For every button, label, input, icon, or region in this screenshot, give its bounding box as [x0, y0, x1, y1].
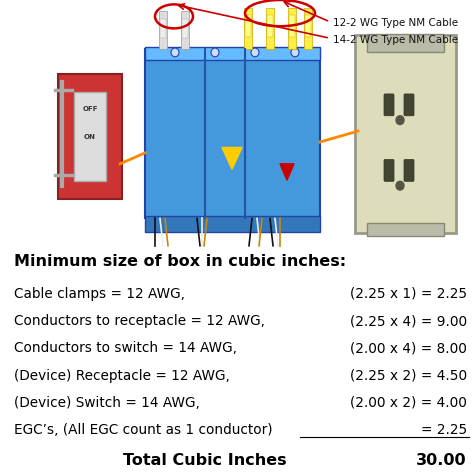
FancyBboxPatch shape	[145, 49, 320, 219]
FancyBboxPatch shape	[244, 8, 252, 49]
FancyBboxPatch shape	[367, 223, 444, 236]
FancyBboxPatch shape	[384, 159, 394, 182]
Text: Minimum size of box in cubic inches:: Minimum size of box in cubic inches:	[14, 254, 346, 269]
FancyBboxPatch shape	[288, 8, 296, 49]
FancyBboxPatch shape	[74, 92, 106, 182]
Text: Total Cubic Inches: Total Cubic Inches	[123, 453, 286, 468]
FancyBboxPatch shape	[289, 15, 295, 37]
Text: ON: ON	[84, 134, 96, 139]
Text: (2.25 x 1) = 2.25: (2.25 x 1) = 2.25	[350, 287, 467, 301]
Text: (2.25 x 4) = 9.00: (2.25 x 4) = 9.00	[350, 314, 467, 328]
FancyBboxPatch shape	[304, 8, 312, 49]
Circle shape	[291, 48, 299, 57]
Text: 14-2 WG Type NM Cable: 14-2 WG Type NM Cable	[333, 36, 458, 46]
Circle shape	[211, 48, 219, 57]
Text: Conductors to switch = 14 AWG,: Conductors to switch = 14 AWG,	[14, 341, 237, 356]
Text: (Device) Receptacle = 12 AWG,: (Device) Receptacle = 12 AWG,	[14, 369, 230, 383]
FancyBboxPatch shape	[267, 15, 273, 37]
Text: 12-2 WG Type NM Cable: 12-2 WG Type NM Cable	[333, 18, 458, 28]
FancyBboxPatch shape	[404, 94, 414, 116]
Text: Conductors to receptacle = 12 AWG,: Conductors to receptacle = 12 AWG,	[14, 314, 265, 328]
FancyBboxPatch shape	[266, 8, 274, 49]
FancyBboxPatch shape	[404, 159, 414, 182]
FancyBboxPatch shape	[384, 94, 394, 116]
Text: (Device) Switch = 14 AWG,: (Device) Switch = 14 AWG,	[14, 396, 200, 410]
FancyBboxPatch shape	[305, 15, 311, 37]
Text: EGC’s, (All EGC count as 1 conductor): EGC’s, (All EGC count as 1 conductor)	[14, 423, 273, 437]
Text: OFF: OFF	[82, 106, 98, 112]
Text: (2.00 x 4) = 8.00: (2.00 x 4) = 8.00	[350, 341, 467, 356]
Text: = 2.25: = 2.25	[421, 423, 467, 437]
FancyBboxPatch shape	[159, 11, 167, 49]
FancyBboxPatch shape	[367, 34, 444, 53]
Circle shape	[396, 182, 404, 190]
Text: Cable clamps = 12 AWG,: Cable clamps = 12 AWG,	[14, 287, 185, 301]
FancyBboxPatch shape	[245, 15, 251, 37]
Circle shape	[171, 48, 179, 57]
Circle shape	[251, 48, 259, 57]
FancyBboxPatch shape	[160, 18, 166, 38]
FancyBboxPatch shape	[182, 18, 188, 38]
Circle shape	[396, 116, 404, 125]
FancyBboxPatch shape	[58, 74, 122, 199]
FancyBboxPatch shape	[355, 35, 456, 233]
Polygon shape	[280, 164, 294, 180]
Text: (2.25 x 2) = 4.50: (2.25 x 2) = 4.50	[350, 369, 467, 383]
Text: 30.00: 30.00	[416, 453, 467, 468]
Polygon shape	[222, 147, 242, 169]
Text: (2.00 x 2) = 4.00: (2.00 x 2) = 4.00	[350, 396, 467, 410]
FancyBboxPatch shape	[145, 216, 320, 232]
FancyBboxPatch shape	[145, 47, 320, 60]
FancyBboxPatch shape	[181, 11, 189, 49]
